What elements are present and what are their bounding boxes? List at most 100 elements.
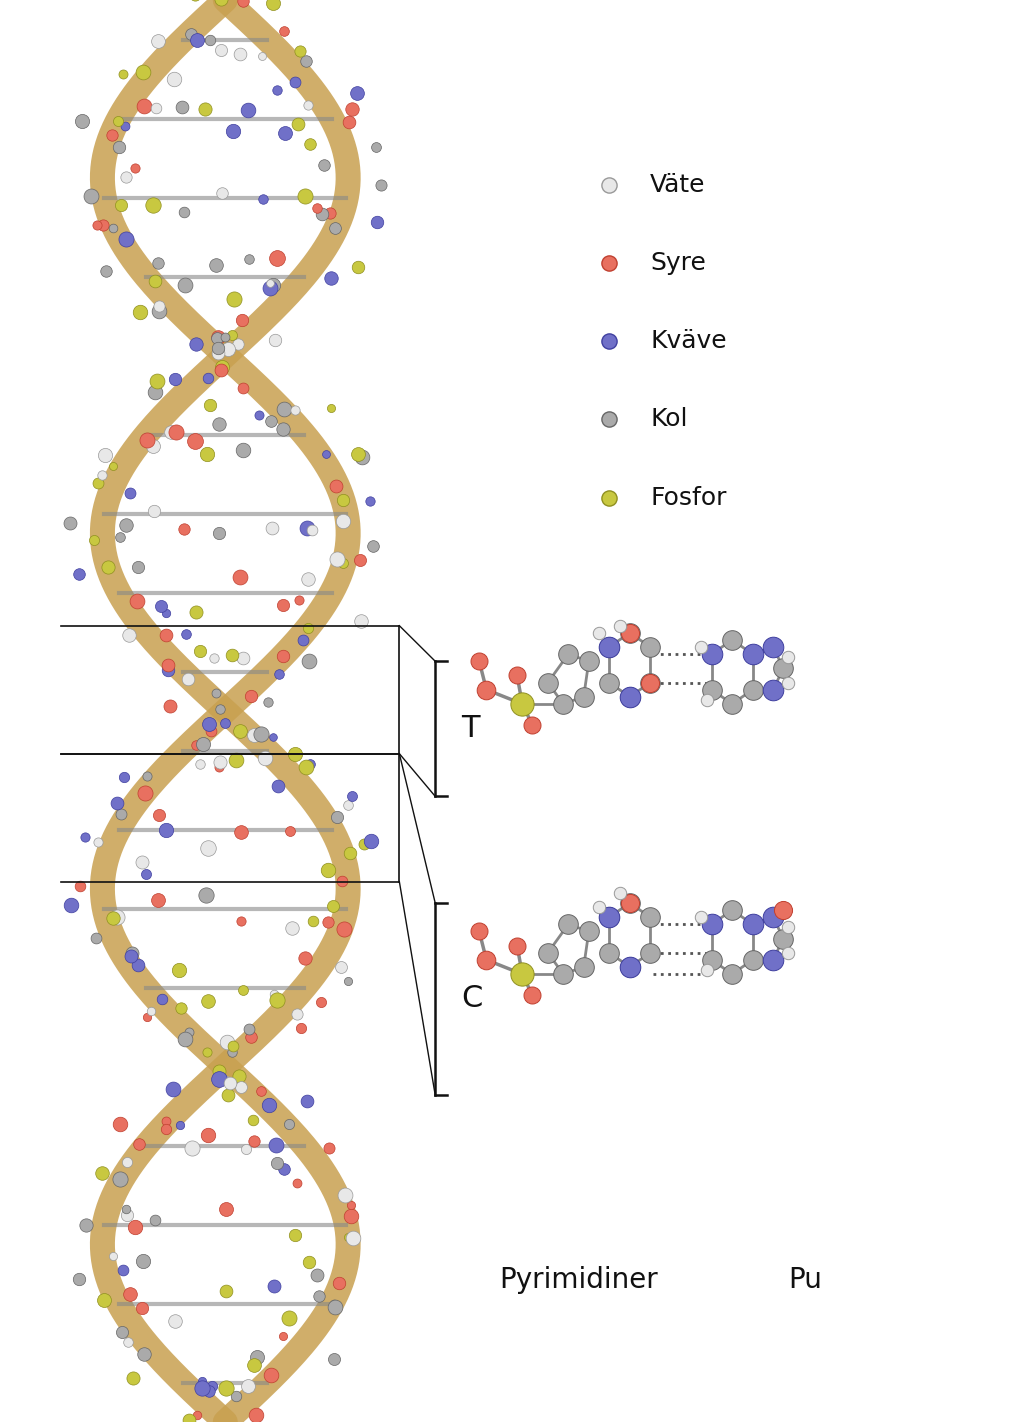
Point <box>255 188 271 210</box>
Point <box>167 1310 183 1332</box>
Point <box>122 1283 138 1305</box>
Point <box>555 963 571 985</box>
Point <box>622 685 638 708</box>
Point <box>243 1027 259 1049</box>
Point <box>290 112 306 135</box>
Point <box>211 412 227 435</box>
Point <box>181 1408 198 1422</box>
Point <box>188 1404 205 1422</box>
Point <box>166 67 182 90</box>
Point <box>209 327 225 350</box>
Point <box>132 300 148 323</box>
Point <box>318 442 335 465</box>
Text: Syre: Syre <box>650 252 707 274</box>
Point <box>231 43 248 65</box>
Point <box>303 518 319 540</box>
Point <box>121 624 137 647</box>
Point <box>238 1138 254 1160</box>
Point <box>368 135 384 158</box>
Point <box>212 751 228 774</box>
Point <box>373 173 389 196</box>
Point <box>344 785 360 808</box>
Point <box>99 556 116 579</box>
Point <box>253 1079 269 1102</box>
Point <box>299 1089 315 1112</box>
Point <box>693 906 710 929</box>
Point <box>248 1404 264 1422</box>
Point <box>622 892 638 914</box>
Point <box>221 1072 238 1095</box>
Text: T: T <box>461 714 479 744</box>
Point <box>591 621 607 644</box>
Point <box>305 910 322 933</box>
Point <box>622 685 638 708</box>
Point <box>113 193 129 216</box>
Point <box>642 671 658 694</box>
Point <box>118 228 134 250</box>
Point <box>601 330 617 353</box>
Point <box>135 1342 152 1365</box>
Point <box>744 643 761 665</box>
Point <box>214 182 230 205</box>
Point <box>611 882 628 904</box>
Point <box>252 722 268 745</box>
Point <box>601 408 617 431</box>
Point <box>744 913 761 936</box>
Point <box>124 943 140 966</box>
Point <box>703 913 720 936</box>
Point <box>144 193 161 216</box>
Point <box>177 1027 194 1049</box>
Point <box>342 842 358 865</box>
Point <box>328 475 344 498</box>
Point <box>211 522 227 545</box>
Point <box>167 368 183 391</box>
Point <box>147 270 164 293</box>
Point <box>63 893 80 916</box>
Point <box>241 1018 257 1041</box>
Point <box>581 650 597 673</box>
Point <box>322 202 338 225</box>
Point <box>308 196 325 219</box>
Point <box>257 747 273 769</box>
Point <box>289 1003 305 1025</box>
Point <box>116 63 132 85</box>
Point <box>165 1078 181 1101</box>
Point <box>693 636 710 658</box>
Point <box>340 1226 356 1249</box>
Point <box>217 1280 233 1303</box>
Point <box>113 525 129 547</box>
Point <box>703 643 720 665</box>
Point <box>575 956 592 978</box>
Point <box>186 429 203 452</box>
Text: Kol: Kol <box>650 408 688 431</box>
Point <box>601 906 617 929</box>
Point <box>297 947 313 970</box>
Point <box>622 621 638 644</box>
Point <box>264 0 281 14</box>
Point <box>581 920 597 943</box>
Point <box>765 948 781 971</box>
Point <box>118 513 134 536</box>
Point <box>601 252 617 274</box>
Point <box>173 997 189 1020</box>
Point <box>301 754 317 776</box>
Point <box>601 671 617 694</box>
Point <box>744 678 761 701</box>
Point <box>127 156 143 179</box>
Point <box>309 1264 326 1287</box>
Point <box>341 111 357 134</box>
Point <box>240 1375 256 1398</box>
Point <box>160 654 176 677</box>
Point <box>775 657 792 680</box>
Point <box>524 984 541 1007</box>
Point <box>765 636 781 658</box>
Point <box>343 1204 359 1227</box>
Point <box>194 1369 210 1392</box>
Point <box>301 1251 317 1274</box>
Point <box>775 927 792 950</box>
Point <box>200 1123 216 1146</box>
Point <box>171 1113 187 1136</box>
Point <box>134 850 151 873</box>
Point <box>135 61 152 84</box>
Point <box>224 1035 241 1058</box>
